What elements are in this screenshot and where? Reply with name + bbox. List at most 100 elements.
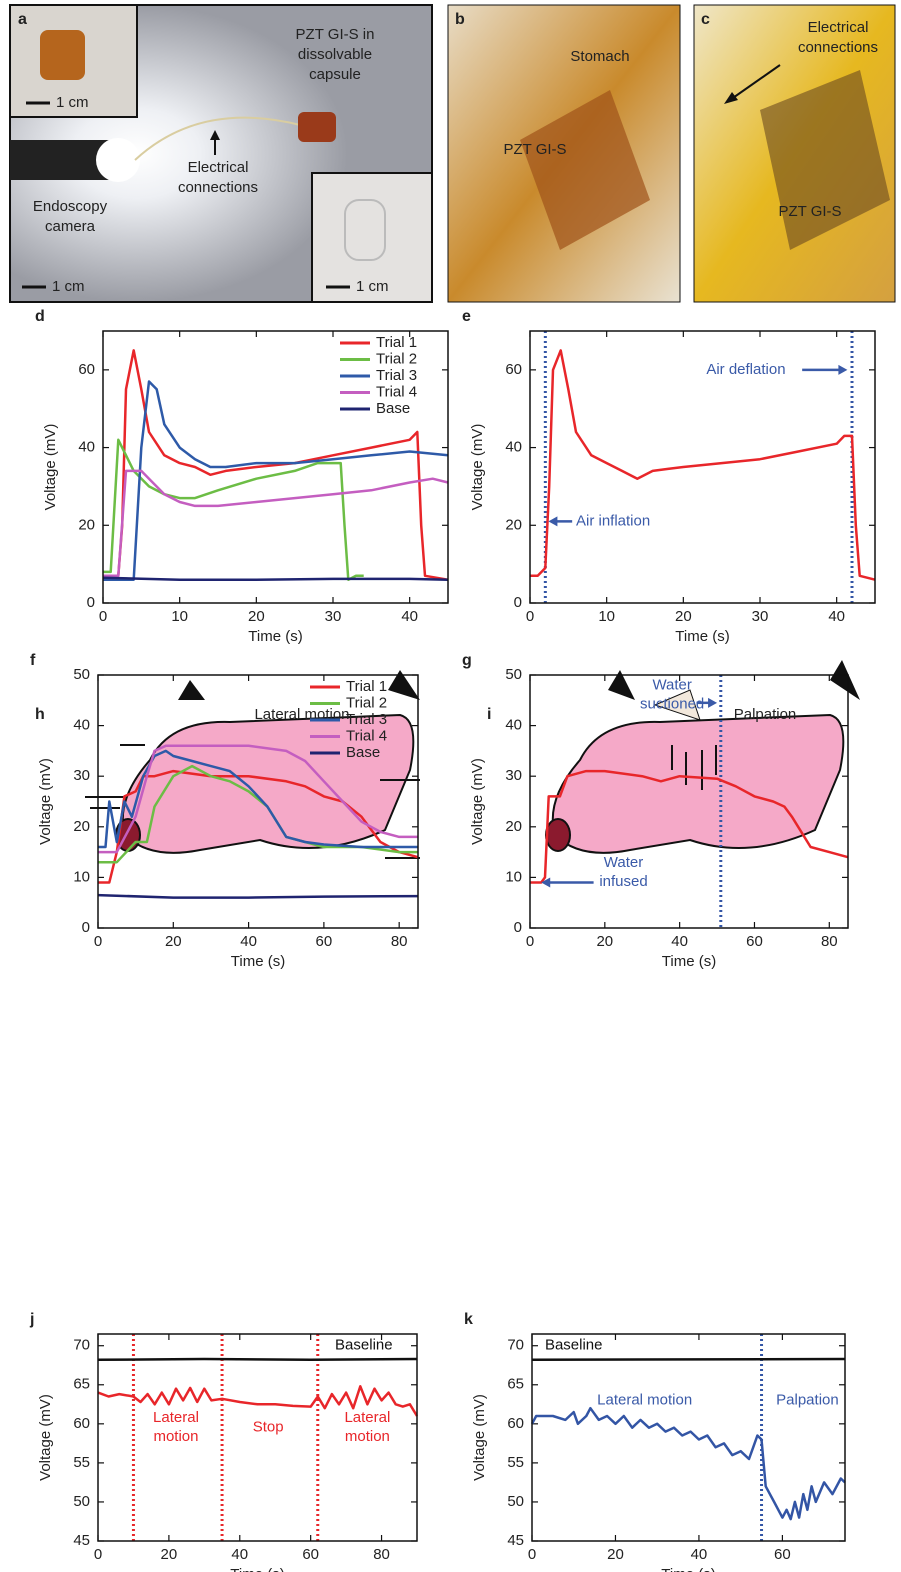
arrow-head <box>724 92 738 104</box>
x-tick-label: 10 <box>171 608 188 625</box>
y-tick-label: 65 <box>507 1376 524 1393</box>
x-tick-label: 30 <box>752 608 769 625</box>
annotation-arrowhead <box>548 516 558 527</box>
x-tick-label: 40 <box>828 608 845 625</box>
legend-label: Trial 4 <box>376 383 417 400</box>
y-tick-label: 0 <box>82 919 90 936</box>
series-line <box>97 1385 419 1417</box>
series-line <box>103 438 364 581</box>
capsule-icon <box>40 30 85 80</box>
arrow-head <box>210 130 220 140</box>
panel-label: c <box>701 11 710 28</box>
annotation: Baseline <box>545 1337 603 1354</box>
annotation: Lateral <box>344 1409 390 1426</box>
x-tick-label: 0 <box>94 1546 102 1563</box>
capsule-icon <box>344 199 386 261</box>
annotation-arrowhead <box>708 697 718 708</box>
x-axis-label: Time (s) <box>231 953 285 970</box>
panel-label: g <box>462 652 472 669</box>
x-tick-label: 60 <box>302 1546 319 1563</box>
annotation: motion <box>345 1428 390 1445</box>
panel-label: e <box>462 308 471 325</box>
scale-label: 1 cm <box>52 278 85 295</box>
panel-label: k <box>464 1311 473 1328</box>
series-line <box>530 769 849 884</box>
y-axis-label: Voltage (mV) <box>469 758 486 845</box>
caption: connections <box>178 179 258 196</box>
sensor-shape <box>520 90 650 250</box>
y-tick-label: 20 <box>505 516 522 533</box>
y-axis-label: Voltage (mV) <box>469 424 486 511</box>
legend-label: Trial 2 <box>376 350 417 367</box>
x-tick-label: 20 <box>165 933 182 950</box>
x-tick-label: 30 <box>325 608 342 625</box>
annotation: motion <box>153 1428 198 1445</box>
y-tick-label: 20 <box>505 818 522 835</box>
y-tick-label: 50 <box>505 666 522 683</box>
legend-label: Trial 4 <box>346 727 387 744</box>
series-line <box>97 1357 418 1362</box>
series-line <box>531 1357 846 1362</box>
x-tick-label: 60 <box>316 933 333 950</box>
y-tick-label: 65 <box>73 1376 90 1393</box>
x-tick-label: 40 <box>691 1546 708 1563</box>
y-tick-label: 40 <box>505 717 522 734</box>
x-axis-label: Time (s) <box>662 953 716 970</box>
caption: capsule <box>309 66 361 83</box>
y-tick-label: 45 <box>507 1532 524 1549</box>
series-line <box>103 349 449 581</box>
y-tick-label: 60 <box>505 361 522 378</box>
annotation: suctioned <box>640 696 704 713</box>
y-tick-label: 50 <box>73 1493 90 1510</box>
annotation: Air inflation <box>576 512 650 529</box>
x-axis-label: Time (s) <box>230 1566 284 1572</box>
x-tick-label: 0 <box>94 933 102 950</box>
annotation-arrowhead <box>838 364 848 375</box>
scale-label: 1 cm <box>356 278 389 295</box>
x-tick-label: 40 <box>240 933 257 950</box>
x-tick-label: 40 <box>231 1546 248 1563</box>
x-tick-label: 40 <box>401 608 418 625</box>
x-tick-label: 20 <box>248 608 265 625</box>
series-line <box>98 744 418 854</box>
caption: Electrical <box>188 159 249 176</box>
x-tick-label: 20 <box>675 608 692 625</box>
legend-label: Trial 1 <box>346 678 387 695</box>
x-tick-label: 60 <box>746 933 763 950</box>
legend-label: Trial 1 <box>376 334 417 351</box>
y-tick-label: 40 <box>505 439 522 456</box>
caption: Stomach <box>570 48 629 65</box>
arrow <box>729 64 781 101</box>
y-tick-label: 60 <box>78 361 95 378</box>
caption: Endoscopy <box>33 198 108 215</box>
y-tick-label: 20 <box>78 516 95 533</box>
y-tick-label: 0 <box>87 594 95 611</box>
y-tick-label: 10 <box>73 868 90 885</box>
series-line <box>102 576 449 581</box>
x-tick-label: 40 <box>671 933 688 950</box>
caption: PZT GI-S <box>503 141 566 158</box>
panel-label: a <box>18 11 27 28</box>
plot-frame <box>97 674 419 929</box>
y-tick-label: 40 <box>78 439 95 456</box>
legend-label: Trial 3 <box>346 711 387 728</box>
y-tick-label: 70 <box>73 1337 90 1354</box>
y-tick-label: 50 <box>507 1493 524 1510</box>
y-tick-label: 10 <box>505 868 522 885</box>
y-tick-label: 55 <box>507 1454 524 1471</box>
series-line <box>103 469 449 578</box>
y-tick-label: 60 <box>73 1415 90 1432</box>
x-axis-label: Time (s) <box>675 628 729 645</box>
series-line <box>98 764 418 864</box>
panel-label: b <box>455 11 465 28</box>
inset-photo <box>311 172 433 303</box>
annotation: Stop <box>253 1419 284 1436</box>
annotation: Palpation <box>776 1391 839 1408</box>
capsule-icon <box>298 112 336 142</box>
sensor-shape <box>760 70 890 250</box>
y-tick-label: 55 <box>73 1454 90 1471</box>
legend-label: Trial 2 <box>346 694 387 711</box>
y-tick-label: 50 <box>73 666 90 683</box>
annotation: Water <box>604 854 643 871</box>
